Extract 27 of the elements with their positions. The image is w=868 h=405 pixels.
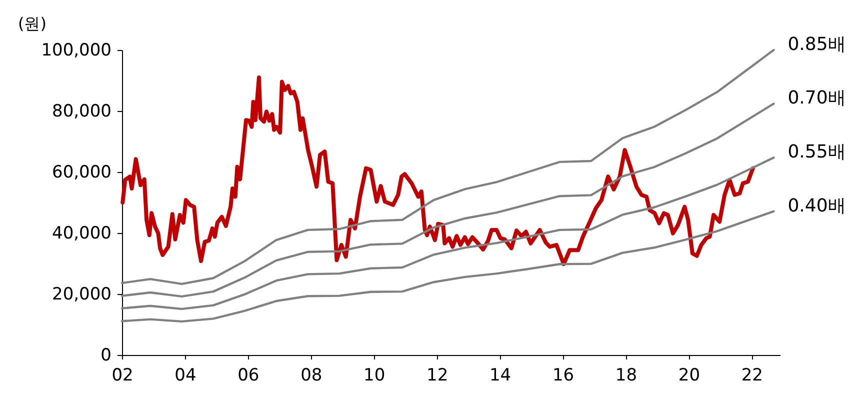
x-tick-label: 08 bbox=[300, 366, 322, 386]
x-tick-label: 14 bbox=[489, 366, 512, 386]
line-series bbox=[120, 102, 775, 298]
x-tick-label: 12 bbox=[426, 366, 448, 386]
line-series bbox=[120, 156, 775, 310]
x-tick-label: 06 bbox=[238, 366, 260, 386]
series-label: 0.70배 bbox=[788, 88, 846, 109]
line-series bbox=[120, 48, 775, 286]
series-label: 0.40배 bbox=[788, 195, 846, 216]
line-series bbox=[120, 75, 755, 266]
x-tick-label: 16 bbox=[552, 366, 574, 386]
line-series bbox=[120, 210, 775, 323]
x-tick-label: 22 bbox=[741, 366, 763, 386]
y-tick-label: 100,000 bbox=[41, 40, 112, 60]
x-tick-label: 04 bbox=[174, 366, 196, 386]
y-tick-label: 60,000 bbox=[52, 162, 112, 182]
y-tick-label: 20,000 bbox=[52, 284, 112, 304]
y-tick-label: 80,000 bbox=[52, 102, 112, 122]
x-tick-label: 20 bbox=[678, 366, 700, 386]
x-tick-label: 02 bbox=[112, 366, 134, 386]
x-tick-label: 10 bbox=[364, 366, 386, 386]
series-label: 0.85배 bbox=[788, 34, 846, 55]
y-axis-title: (원) bbox=[18, 14, 46, 33]
x-tick-label: 18 bbox=[615, 366, 638, 386]
y-tick-label: 40,000 bbox=[52, 224, 112, 244]
series-label: 0.55배 bbox=[788, 142, 846, 163]
y-tick-label: 0 bbox=[100, 346, 112, 366]
